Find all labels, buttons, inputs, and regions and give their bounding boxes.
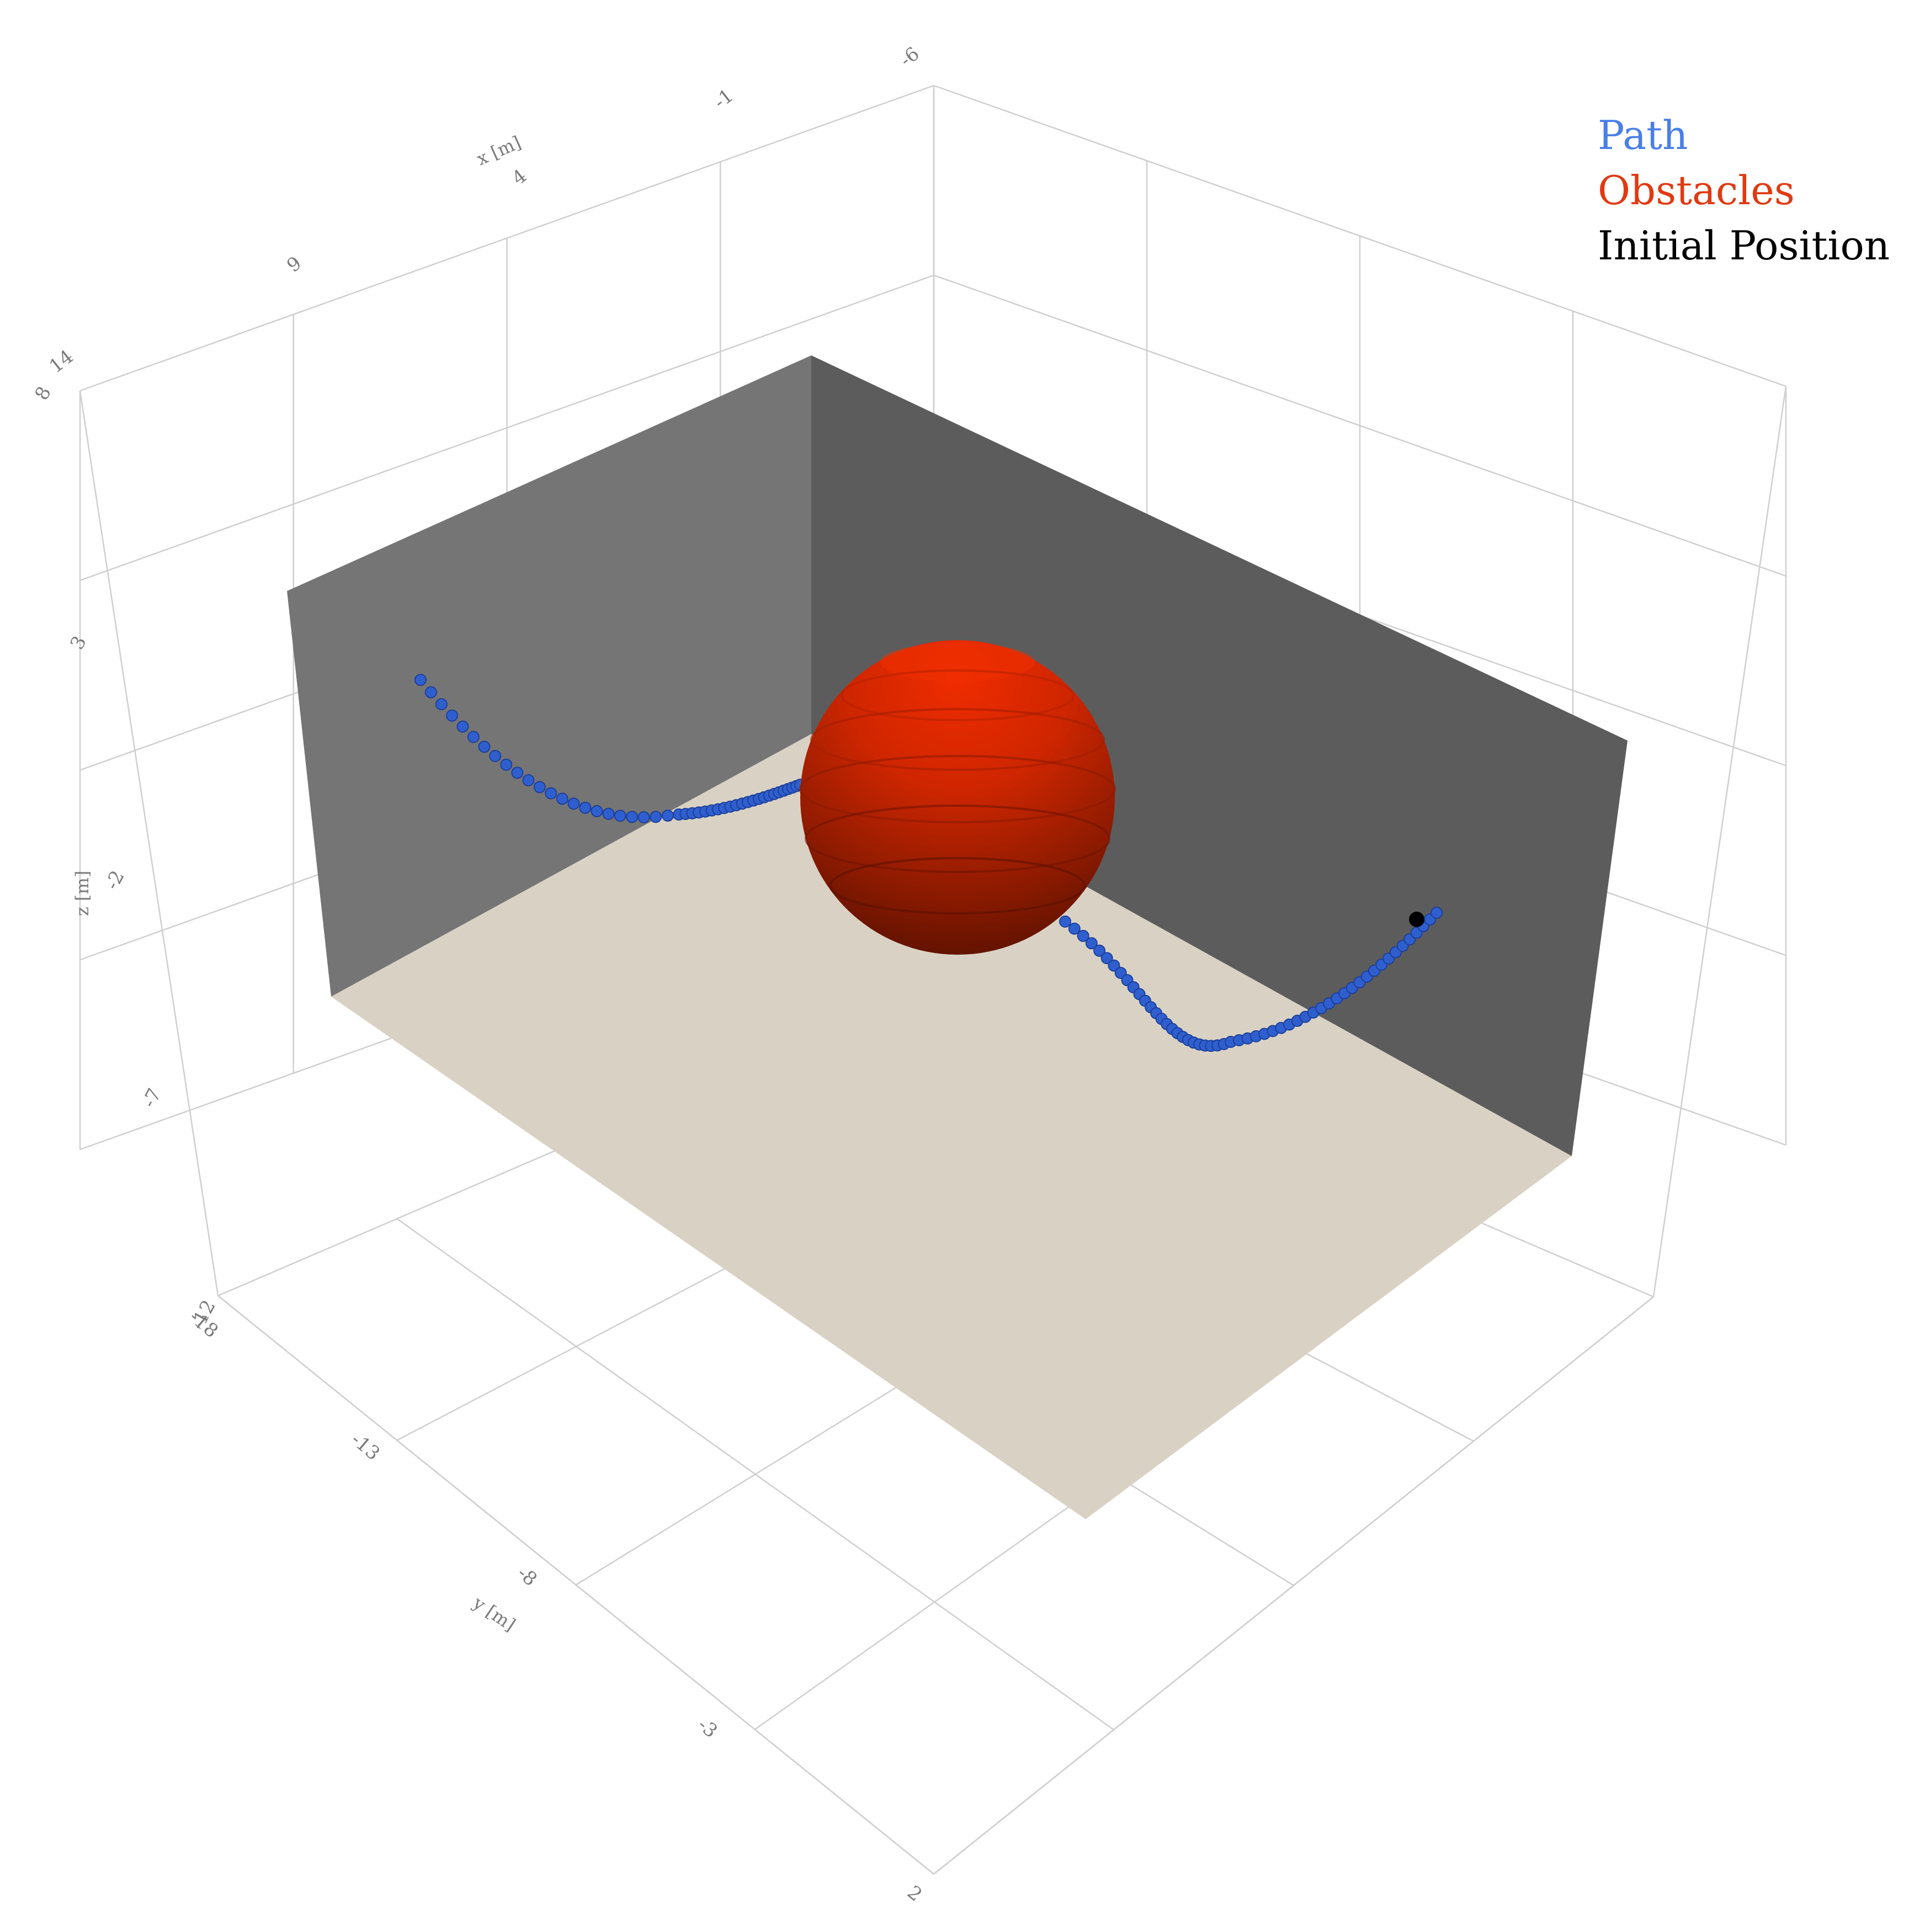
path-point (556, 792, 568, 805)
right-wall-obstacle (811, 355, 1628, 1156)
z-axis-title: z [m] (72, 871, 93, 916)
grid-edge (79, 390, 219, 1296)
path-point (662, 810, 674, 822)
x-tick-label: -6 (896, 42, 924, 71)
grid-edge (1652, 386, 1787, 1297)
path-point (626, 811, 639, 823)
z-tick-label: -2 (101, 867, 129, 893)
x-axis-title: x [m] (474, 132, 524, 170)
y-tick-label: -13 (347, 1429, 384, 1465)
path-point (489, 750, 502, 762)
z-tick-label: 3 (66, 632, 91, 653)
path-point (456, 720, 469, 733)
path-point (545, 787, 557, 800)
x-tick-label: 9 (283, 252, 306, 277)
path-point (637, 811, 650, 823)
legend-obstacles: Obstacles (1598, 167, 1795, 214)
path-point (446, 709, 459, 722)
path-point (511, 767, 524, 779)
y-tick-label: 2 (903, 1881, 926, 1906)
legend-path: Path (1598, 112, 1688, 158)
legend-initial-position: Initial Position (1598, 222, 1890, 269)
path-point (579, 801, 592, 814)
path-point (1431, 907, 1443, 919)
path-point (1059, 916, 1071, 928)
path-point (1085, 937, 1098, 950)
left-wall-obstacle (287, 355, 811, 997)
path-point (414, 674, 427, 686)
z-tick-label: -7 (138, 1085, 166, 1111)
y-tick-label: -8 (513, 1562, 541, 1591)
x-tick-label: -1 (710, 84, 738, 113)
path-point (1068, 922, 1081, 935)
path-point (435, 698, 448, 711)
path-point (522, 774, 535, 786)
initial-position-marker (1409, 912, 1424, 927)
path-point (591, 805, 603, 817)
path-point (602, 807, 615, 820)
path-point (1077, 930, 1089, 942)
grid-edge (933, 1296, 1654, 1875)
path-point (1093, 944, 1106, 957)
path-front-segment (1059, 907, 1443, 1052)
grid-line (396, 1218, 1114, 1731)
path-point (478, 741, 491, 753)
y-axis-title: y [m] (469, 1592, 519, 1636)
path-point (1100, 952, 1113, 965)
path-point (500, 758, 513, 771)
path-back-segment (414, 674, 806, 823)
grid-edge (217, 1295, 934, 1875)
path-point (567, 797, 580, 810)
x-tick-label: 4 (508, 165, 531, 190)
z-tick-label: 8 (31, 383, 56, 404)
legend: Path Obstacles Initial Position (1598, 112, 1890, 269)
path-point (424, 686, 437, 699)
x-tick-label: 14 (45, 345, 78, 377)
path-point (533, 781, 546, 794)
path-point (467, 731, 480, 743)
y-tick-label: -3 (694, 1714, 722, 1743)
floor-plane (331, 734, 1572, 1519)
sphere-obstacle (799, 640, 1116, 955)
path-point (614, 810, 626, 822)
path-point (650, 811, 662, 823)
